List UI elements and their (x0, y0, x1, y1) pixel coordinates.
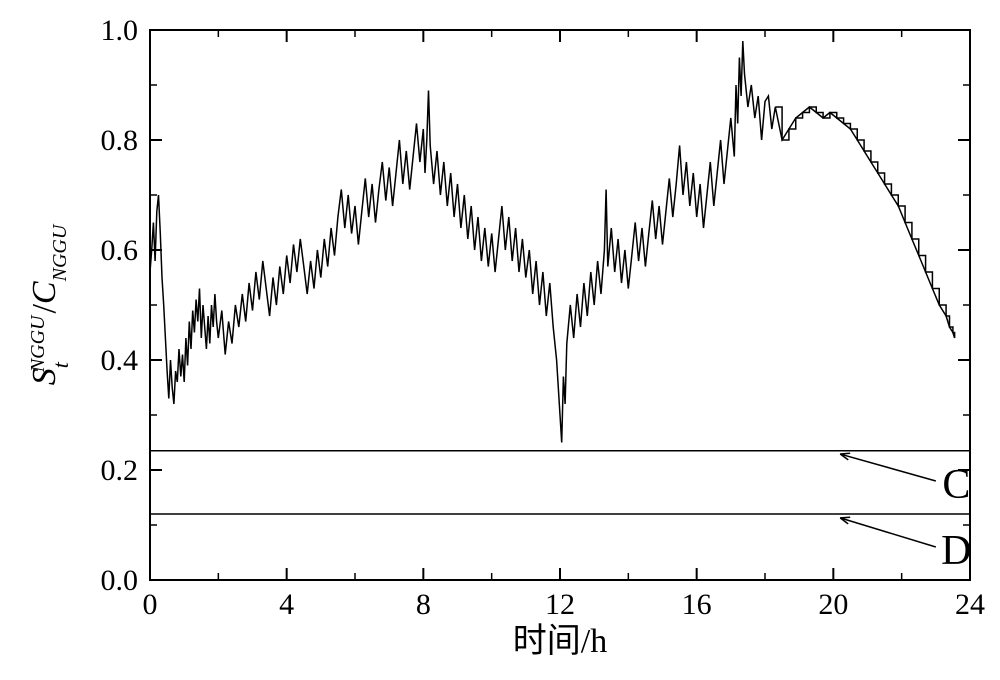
y-tick-label: 0.2 (101, 454, 139, 487)
arrowhead (840, 517, 850, 518)
y-tick-label: 0.6 (101, 234, 139, 267)
x-tick-label: 12 (545, 588, 575, 621)
arrowhead (840, 453, 850, 454)
y-tick-label: 1.0 (101, 14, 139, 47)
main-series (150, 41, 955, 443)
x-tick-label: 0 (143, 588, 158, 621)
annotation-arrow (840, 454, 936, 481)
y-tick-label: 0.8 (101, 124, 139, 157)
x-tick-label: 24 (955, 588, 985, 621)
annotation-arrow (840, 518, 936, 547)
plot-frame (150, 30, 970, 580)
x-tick-label: 20 (818, 588, 848, 621)
y-tick-label: 0.0 (101, 564, 139, 597)
annotation-label: C (942, 462, 970, 508)
chart-container: 0 4 8 12 16 20 24 0.0 0.2 0.4 0.6 0.8 1.0 时间/h StNGGU/… (0, 0, 1000, 680)
stepped-tail (775, 107, 954, 338)
x-tick-label: 8 (416, 588, 431, 621)
y-axis-label: StNGGU/CNGGU (26, 223, 73, 385)
annotation-label: D (941, 528, 971, 574)
chart-svg: 0 4 8 12 16 20 24 0.0 0.2 0.4 0.6 0.8 1.0 时间/h StNGGU/… (0, 0, 1000, 680)
y-tick-label: 0.4 (101, 344, 139, 377)
x-tick-label: 16 (682, 588, 712, 621)
x-tick-label: 4 (279, 588, 294, 621)
x-axis-label: 时间/h (513, 623, 607, 660)
